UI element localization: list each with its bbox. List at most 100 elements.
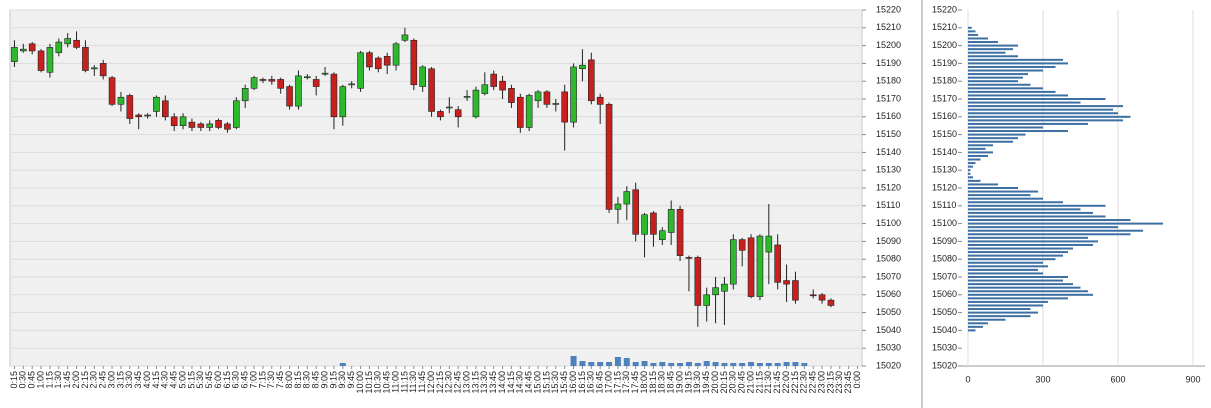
profile-bar xyxy=(968,325,983,328)
candle-body xyxy=(286,86,293,107)
candle-body xyxy=(383,55,391,66)
profile-bar xyxy=(968,261,1043,264)
x-tick-label: 8:30 xyxy=(302,371,312,389)
candle-body xyxy=(490,73,497,87)
profile-bar xyxy=(968,236,1088,239)
candle-body xyxy=(792,280,799,301)
y-tick-label: 15130 xyxy=(876,165,901,175)
candle-body xyxy=(596,96,604,105)
y-tick-label: 15200 xyxy=(932,40,957,50)
profile-bar xyxy=(968,322,988,325)
x-tick-label: 13:00 xyxy=(461,371,471,394)
y-tick-label: 15080 xyxy=(876,254,901,264)
x-tick-label: 5:00 xyxy=(177,371,187,389)
x-tick-label: 5:15 xyxy=(186,371,196,389)
x-tick-label: 16:45 xyxy=(595,371,605,394)
x-tick-label: 11:15 xyxy=(399,371,409,393)
profile-bar xyxy=(968,83,1031,86)
x-tick-label: 21:45 xyxy=(772,371,782,394)
profile-bar xyxy=(968,300,1048,303)
profile-bar xyxy=(968,204,1106,207)
volume-bar xyxy=(712,362,719,366)
x-tick-label: 16:15 xyxy=(577,371,587,394)
profile-bar xyxy=(968,187,1018,189)
y-tick-label: 15120 xyxy=(876,182,901,192)
profile-bar xyxy=(968,201,1063,204)
candle-body xyxy=(738,239,746,251)
x-tick-label: 22:00 xyxy=(781,371,791,394)
x-tick-label: 8:00 xyxy=(284,371,294,389)
candle-body xyxy=(206,123,213,128)
candle-body xyxy=(259,79,267,81)
profile-bar xyxy=(968,162,976,165)
profile-bar xyxy=(968,297,1068,300)
candle-body xyxy=(818,294,826,301)
candle-body xyxy=(712,287,719,296)
volume-bar xyxy=(641,361,648,366)
profile-bar xyxy=(968,51,1006,54)
candle-body xyxy=(410,39,418,86)
x-tick-label: 15:00 xyxy=(532,371,542,394)
candle-body xyxy=(321,72,329,75)
y-tick-label: 15220 xyxy=(932,4,957,14)
x-tick-label: 12:15 xyxy=(435,371,445,394)
profile-bar xyxy=(968,190,1038,193)
profile-bar xyxy=(968,169,971,172)
profile-bar xyxy=(968,147,986,150)
candle-body xyxy=(339,86,347,118)
x-tick-label: 23:00 xyxy=(816,371,826,394)
y-tick-label: 15040 xyxy=(932,325,957,335)
x-tick-label: 19:30 xyxy=(692,371,702,394)
profile-bar xyxy=(968,137,1018,140)
x-tick-label: 11:00 xyxy=(390,371,400,393)
candle-body xyxy=(215,120,222,128)
y-tick-label: 15060 xyxy=(876,289,901,299)
volume-bar xyxy=(801,363,808,366)
y-tick-label: 15050 xyxy=(876,307,901,317)
candle-body xyxy=(570,66,577,123)
candle-body xyxy=(126,95,134,119)
candle-body xyxy=(99,63,107,77)
candle-body xyxy=(641,214,648,235)
profile-bar xyxy=(968,112,1118,115)
candle-body xyxy=(91,67,98,70)
x-tick-label: 12:30 xyxy=(444,371,454,394)
candle-body xyxy=(330,73,338,118)
candle-body xyxy=(632,189,639,235)
profile-bar xyxy=(968,315,1031,318)
candle-body xyxy=(401,34,409,41)
y-tick-label: 15140 xyxy=(876,147,901,157)
x-tick-label: 6:30 xyxy=(231,371,241,389)
profile-bar xyxy=(968,183,998,186)
profile-bar xyxy=(968,283,1073,286)
candle-body xyxy=(241,88,249,102)
candle-body xyxy=(481,84,489,94)
candle-body xyxy=(144,114,151,117)
candle-body xyxy=(268,79,276,82)
x-tick-label: 14:45 xyxy=(524,371,534,394)
candle-body xyxy=(446,106,453,109)
candle-body xyxy=(28,43,36,52)
x-tick-label: 2:30 xyxy=(89,371,99,389)
volume-bar xyxy=(730,363,737,366)
volume-bar xyxy=(623,358,630,366)
x-tick-label: 14:00 xyxy=(497,371,507,394)
candle-body xyxy=(366,52,373,68)
candle-body xyxy=(694,257,702,306)
volume-bar xyxy=(606,362,613,366)
x-tick-label: 12:45 xyxy=(453,371,463,394)
x-tick-label: 16:00 xyxy=(568,371,578,394)
y-tick-label: 15150 xyxy=(876,129,901,139)
profile-bar xyxy=(968,258,1056,261)
candle-body xyxy=(312,79,320,87)
x-tick-label: 900 xyxy=(1185,374,1200,384)
y-tick-label: 15090 xyxy=(932,236,957,246)
y-tick-label: 15020 xyxy=(932,360,957,370)
volume-bar xyxy=(339,363,346,366)
candle-body xyxy=(64,38,71,45)
x-tick-label: 9:45 xyxy=(346,371,356,389)
y-tick-label: 15110 xyxy=(932,200,956,210)
candle-body xyxy=(454,109,462,118)
x-tick-label: 17:45 xyxy=(630,371,640,394)
candle-body xyxy=(623,191,631,205)
